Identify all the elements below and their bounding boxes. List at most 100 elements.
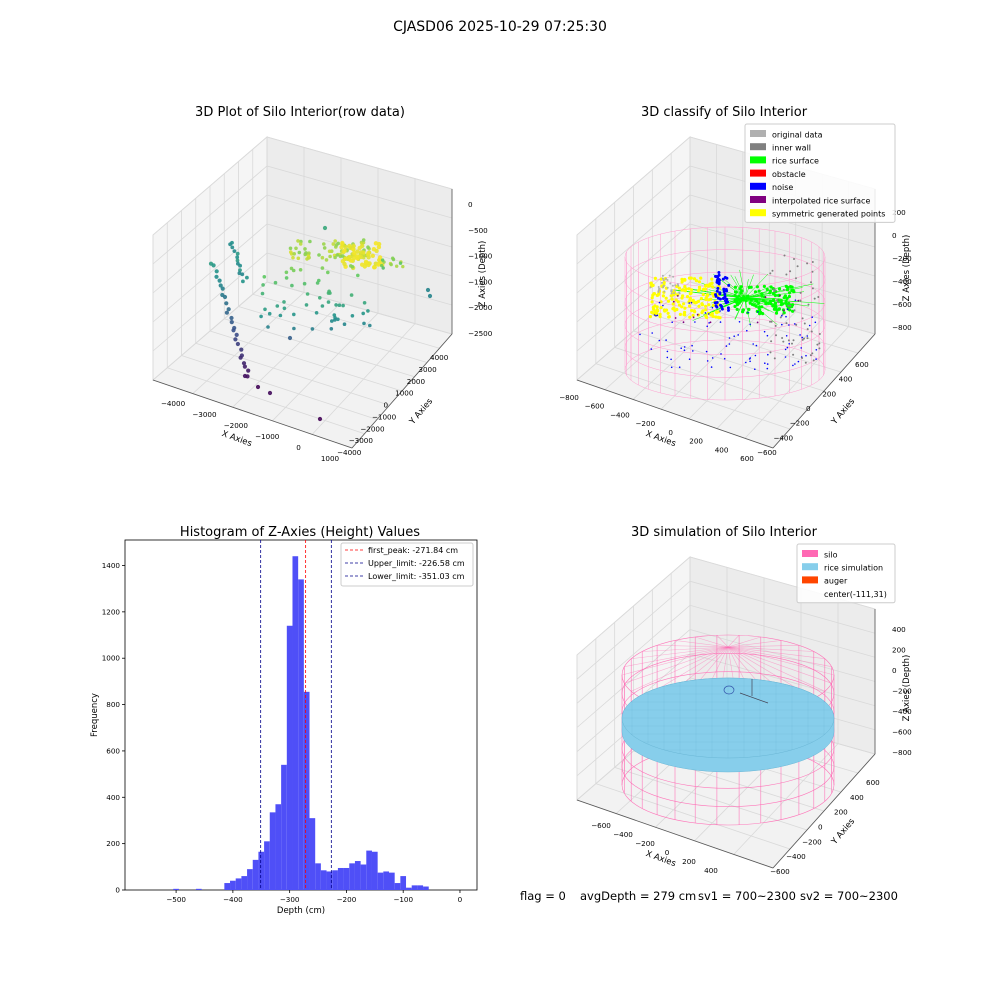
data-point (691, 344, 693, 347)
data-point (775, 334, 777, 337)
raw-data-3d-plot: 3D Plot of Silo Interior(row data) −4000… (152, 105, 493, 463)
data-point (241, 279, 245, 284)
figure-suptitle: CJASD06 2025-10-29 07:25:30 (393, 19, 607, 35)
gridline (238, 306, 428, 363)
data-point (744, 299, 748, 303)
data-point (706, 325, 708, 328)
data-point (739, 299, 743, 303)
data-point (214, 274, 219, 279)
data-point (683, 349, 686, 352)
y-tick-label: 800 (106, 700, 120, 709)
gridline (152, 281, 453, 381)
data-point (801, 357, 804, 359)
gridline (152, 136, 453, 236)
histogram-bar (377, 872, 384, 890)
data-point (817, 296, 820, 298)
silo-roof-line (624, 646, 729, 684)
silo-roof-line (624, 646, 729, 667)
data-point (779, 298, 783, 302)
legend-swatch (750, 156, 766, 164)
data-point (812, 359, 815, 362)
data-point (682, 312, 686, 317)
data-point (692, 350, 694, 352)
data-point (391, 256, 395, 260)
data-point (815, 349, 818, 351)
data-point (246, 368, 251, 373)
data-point (757, 301, 761, 305)
data-point (341, 254, 345, 258)
data-point (366, 255, 371, 260)
data-point (395, 264, 399, 268)
legend-label: rice simulation (824, 564, 883, 573)
histogram-bar (423, 886, 429, 890)
data-point (343, 256, 348, 261)
data-point (733, 285, 738, 289)
data-point (284, 270, 289, 275)
data-point (231, 328, 236, 333)
y-tick-label: 200 (822, 389, 836, 398)
data-point (333, 255, 337, 260)
data-point (791, 342, 793, 345)
z-tick-label: −400 (892, 707, 912, 716)
data-point (797, 360, 800, 363)
data-point (665, 339, 667, 341)
data-point (704, 312, 707, 314)
z-tick-label: −600 (892, 300, 912, 309)
data-point (749, 298, 753, 302)
y-tick-label: 600 (855, 360, 869, 369)
data-point (381, 266, 385, 270)
data-point (789, 270, 792, 273)
data-point (228, 242, 233, 247)
legend-box (340, 542, 474, 587)
data-point (666, 350, 669, 353)
x-axis-line (152, 379, 353, 449)
gridline (209, 330, 403, 392)
data-point (297, 250, 302, 255)
data-point (773, 357, 776, 360)
data-point (688, 302, 690, 304)
gridline (576, 629, 876, 728)
z-tick-label: −200 (892, 687, 912, 696)
data-point (766, 363, 769, 365)
data-point (720, 304, 722, 307)
silo-roof-line (657, 645, 729, 648)
data-point (317, 253, 321, 257)
gridline (195, 342, 390, 406)
data-point (705, 283, 709, 287)
data-point (818, 342, 821, 345)
data-point (292, 326, 296, 331)
data-point (326, 270, 330, 275)
data-point (334, 303, 338, 307)
data-point (749, 285, 753, 289)
data-point (425, 287, 431, 293)
data-point (803, 322, 806, 325)
data-point (427, 293, 433, 299)
data-point (688, 297, 692, 302)
raw-plot-title: 3D Plot of Silo Interior(row data) (195, 105, 405, 120)
data-point (317, 416, 323, 422)
data-point (814, 321, 817, 324)
y-tick-label: 1400 (102, 561, 121, 570)
data-point (380, 258, 385, 262)
gridline (576, 580, 876, 680)
histogram-bar (389, 872, 395, 890)
data-point (366, 245, 370, 249)
data-point (714, 310, 718, 314)
data-point (752, 343, 754, 345)
data-point (694, 279, 699, 283)
data-point (704, 304, 708, 308)
gridline (576, 604, 876, 704)
data-point (787, 304, 790, 307)
data-point (694, 321, 696, 323)
data-point (664, 296, 668, 300)
silo-roof-line (631, 646, 729, 659)
data-point (719, 310, 721, 312)
x-axis-label: Depth (cm) (277, 906, 325, 916)
y-tick-label: 600 (866, 778, 880, 787)
data-point (389, 262, 393, 267)
data-point (372, 265, 377, 270)
silo-roof-line (727, 634, 740, 648)
data-point (656, 314, 659, 317)
data-point (742, 295, 746, 299)
data-point (340, 240, 345, 246)
